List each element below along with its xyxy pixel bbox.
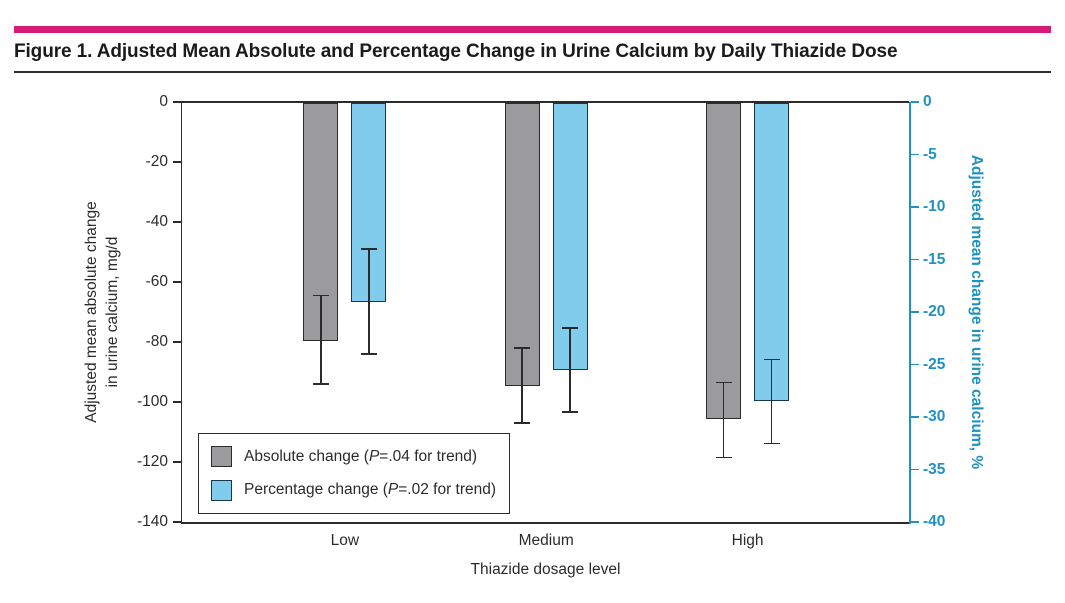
right-axis-tick-label: -20 [923,303,946,320]
y-axis-tick [172,281,181,283]
error-bar-cap [763,358,780,360]
category-label-medium: Medium [518,532,574,549]
y-axis-tick-label: 0 [159,93,168,110]
right-axis-tick [910,363,919,366]
right-axis-tick-label: -35 [923,460,946,478]
legend-box: Absolute change (P=.04 for trend) Percent… [198,433,510,514]
right-axis-tick [910,521,919,523]
x-axis-title: Thiazide dosage level [470,561,621,578]
right-axis-tick [910,206,919,208]
category-label-high: High [731,532,764,549]
error-bar-cap [360,248,377,250]
error-bar-cap [360,353,377,355]
right-axis-tick [910,311,919,313]
accent-bar [14,26,1051,33]
error-bar-cap [562,411,579,413]
y-axis-tick-label: -40 [145,213,168,230]
legend-item: Percentage change (P=.02 for trend) [211,479,509,501]
error-bar-cap [514,422,531,424]
y-axis-tick-label: -100 [136,393,168,410]
y-axis-tick-label: -80 [145,333,168,350]
left-axis-title: Adjusted mean absolute change in urine ca… [81,102,125,522]
absolute-change-bar-medium [504,103,540,386]
error-bar-cap [312,294,329,297]
title-rule [14,71,1051,73]
error-bar-line [320,295,322,384]
right-axis-tick-label: 0 [923,93,932,110]
y-axis-tick [172,221,181,223]
y-axis-tick [172,461,181,463]
legend-item: Absolute change (P=.04 for trend) [211,446,509,468]
right-axis-tick-label: -15 [923,250,946,268]
y-axis-tick [172,341,181,343]
right-axis-tick-label: -25 [923,355,946,373]
absolute-change-bar-high [706,103,742,419]
legend-swatch [211,479,232,501]
error-bar-cap [562,327,579,329]
right-axis-tick-label: -30 [923,408,946,425]
y-axis-line [180,102,182,524]
error-bar-cap [763,442,780,444]
legend-label: Absolute change (P=.04 for trend) [244,447,478,465]
right-axis-tick [910,468,919,471]
error-bar-cap [715,456,732,459]
legend-label: Percentage change (P=.02 for trend) [244,481,497,499]
error-bar-cap [715,381,732,384]
y-axis-tick [172,101,181,103]
error-bar-line [770,359,773,444]
right-axis-line [909,102,911,524]
error-bar-line [722,382,725,458]
category-label-low: Low [330,532,360,549]
y-axis-tick-label: -120 [136,453,168,470]
right-axis-tick-label: -10 [923,198,946,215]
legend-swatch [211,446,232,468]
error-bar-cap [312,383,329,385]
y-axis-tick-label: -140 [136,513,168,530]
right-axis-tick-label: -40 [923,513,946,530]
y-axis-tick [172,521,181,523]
error-bar-line [368,249,370,354]
error-bar-line [569,327,571,412]
right-axis-tick-label: -5 [923,145,937,163]
right-axis-tick [910,416,919,418]
right-axis-tick [910,258,919,261]
error-bar-cap [514,347,531,349]
zero-line [180,101,909,103]
error-bar-line [521,348,523,423]
left-axis-title-line: in urine calcium, mg/d [104,236,121,388]
y-axis-tick [172,161,181,163]
y-axis-tick [172,401,181,403]
percentage-change-bar-medium [552,103,588,370]
y-axis-tick-label: -60 [145,273,168,290]
right-axis-title: Adjusted mean change in urine calcium, % [968,154,985,470]
percentage-change-bar-high [754,103,790,402]
left-axis-title-line: Adjusted mean absolute change [83,201,100,423]
right-axis-tick [910,101,919,103]
y-axis-tick-label: -20 [145,153,168,170]
x-axis-line [180,522,909,524]
right-axis-tick [910,153,919,156]
figure-title: Figure 1. Adjusted Mean Absolute and Per… [14,41,898,62]
